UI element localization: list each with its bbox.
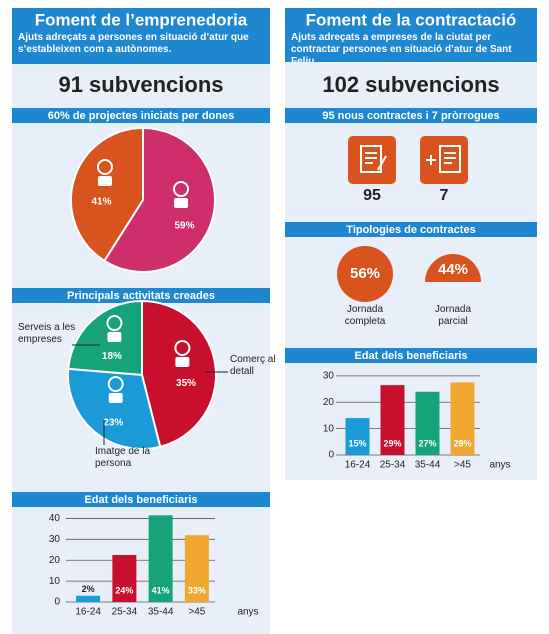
x-unit: anys [489, 460, 510, 471]
right-title: Foment de la contractació [306, 10, 517, 29]
y-tick-label: 20 [49, 555, 61, 566]
category-label-box: Jornada parcial [434, 304, 472, 327]
pen-icon [365, 152, 387, 171]
section-title: Principals activitats creades [67, 290, 215, 302]
x-tick-label: 25-34 [380, 460, 406, 471]
slice-icon [107, 376, 124, 393]
section-title: 95 nous contractes i 7 pròrrogues [322, 110, 499, 122]
value-label: 41% [92, 197, 112, 208]
left-header [12, 8, 270, 64]
value-label: 59% [174, 221, 194, 232]
slice-icon [174, 198, 189, 209]
proportion-half-circle [425, 254, 481, 282]
share-label: 15% [348, 438, 366, 448]
left-total: 91 subvencions [58, 72, 223, 97]
x-tick-label: 35-44 [148, 607, 174, 618]
left-subtitle: Ajuts adreçats a persones en situació d’… [18, 32, 249, 55]
x-tick-label: 16-24 [345, 460, 371, 471]
y-tick-label: 0 [328, 450, 334, 461]
bar [345, 418, 370, 455]
bar [184, 535, 209, 602]
x-tick-label: 35-44 [415, 460, 441, 471]
count: 95 [363, 187, 381, 204]
y-tick-label: 10 [323, 423, 335, 434]
value-label: 35% [176, 378, 196, 389]
category-label-box: Serveis a les empreses [18, 322, 76, 345]
value-label: 18% [102, 351, 122, 362]
section-strip [12, 108, 270, 123]
bar [415, 391, 440, 455]
y-tick-label: 30 [49, 534, 61, 545]
right-header [285, 8, 537, 62]
value-label: 23% [103, 418, 123, 429]
section-strip [12, 492, 270, 507]
share-label: 27% [418, 438, 436, 448]
left-subtitle-box: Ajuts adreçats a persones en situació d’… [18, 32, 249, 55]
slice-icon [97, 175, 112, 186]
category-label: Jornada parcial [434, 304, 472, 327]
document-icon [439, 145, 461, 173]
left-title: Foment de l’emprenedoria [35, 10, 248, 29]
category-label: Comerç al detall [230, 354, 276, 377]
pie-slice [103, 126, 216, 273]
document-icon [360, 145, 382, 173]
category-label-box: Jornada completa [344, 304, 386, 327]
section-title: 60% de projectes iniciats per dones [48, 110, 234, 122]
category-label-box: Comerç al detall [230, 354, 276, 377]
pie-slice [67, 299, 143, 377]
y-tick-label: 10 [49, 576, 61, 587]
section-title: Edat dels beneficiaris [354, 350, 467, 362]
slice-icon [107, 332, 122, 343]
section-title: Edat dels beneficiaris [84, 494, 197, 506]
share-label: 41% [152, 585, 170, 595]
category-label: Imatge de la persona [95, 446, 151, 469]
bar [450, 382, 475, 455]
x-unit: anys [237, 607, 258, 618]
pie-slice [67, 367, 162, 450]
slice-icon [175, 356, 190, 367]
pie-slice [141, 299, 217, 448]
section-strip [285, 348, 537, 363]
section-strip [285, 108, 537, 123]
x-tick-label: 25-34 [112, 607, 138, 618]
bar [380, 385, 405, 455]
contract-icon [348, 136, 396, 184]
section-strip [12, 288, 270, 303]
slice-icon [174, 339, 191, 356]
x-tick-label: >45 [188, 607, 205, 618]
count: 7 [440, 187, 449, 204]
y-tick-label: 0 [54, 597, 60, 608]
y-tick-label: 20 [323, 397, 335, 408]
right-subtitle: Ajuts adreçats a empreses de la ciutat p… [291, 32, 512, 62]
value-label: 56% [350, 265, 380, 282]
section-strip [285, 222, 537, 237]
slice-icon [96, 158, 113, 175]
slice-icon [108, 393, 123, 404]
x-tick-label: 16-24 [75, 607, 101, 618]
right-panel [285, 8, 537, 480]
section-title: Tipologies de contractes [346, 224, 475, 236]
slice-icon [173, 181, 190, 198]
share-label: 24% [115, 585, 133, 595]
x-tick-label: >45 [454, 460, 471, 471]
share-label: 29% [453, 438, 471, 448]
share-label: 29% [383, 438, 401, 448]
right-subtitle-box: Ajuts adreçats a empreses de la ciutat p… [291, 32, 512, 62]
bar [148, 515, 173, 602]
share-label: 2% [82, 584, 95, 594]
share-label: 33% [188, 585, 206, 595]
value-label: 44% [438, 261, 468, 278]
bar [76, 595, 101, 602]
y-tick-label: 30 [323, 371, 335, 382]
right-total: 102 subvencions [322, 72, 499, 97]
category-label: Serveis a les empreses [18, 322, 76, 345]
proportion-circle [337, 246, 393, 302]
y-tick-label: 40 [49, 513, 61, 524]
category-label-box: Imatge de la persona [95, 446, 151, 469]
bar [112, 555, 137, 602]
plus-icon [426, 152, 456, 165]
slice-icon [106, 315, 123, 332]
category-label: Jornada completa [344, 304, 386, 327]
